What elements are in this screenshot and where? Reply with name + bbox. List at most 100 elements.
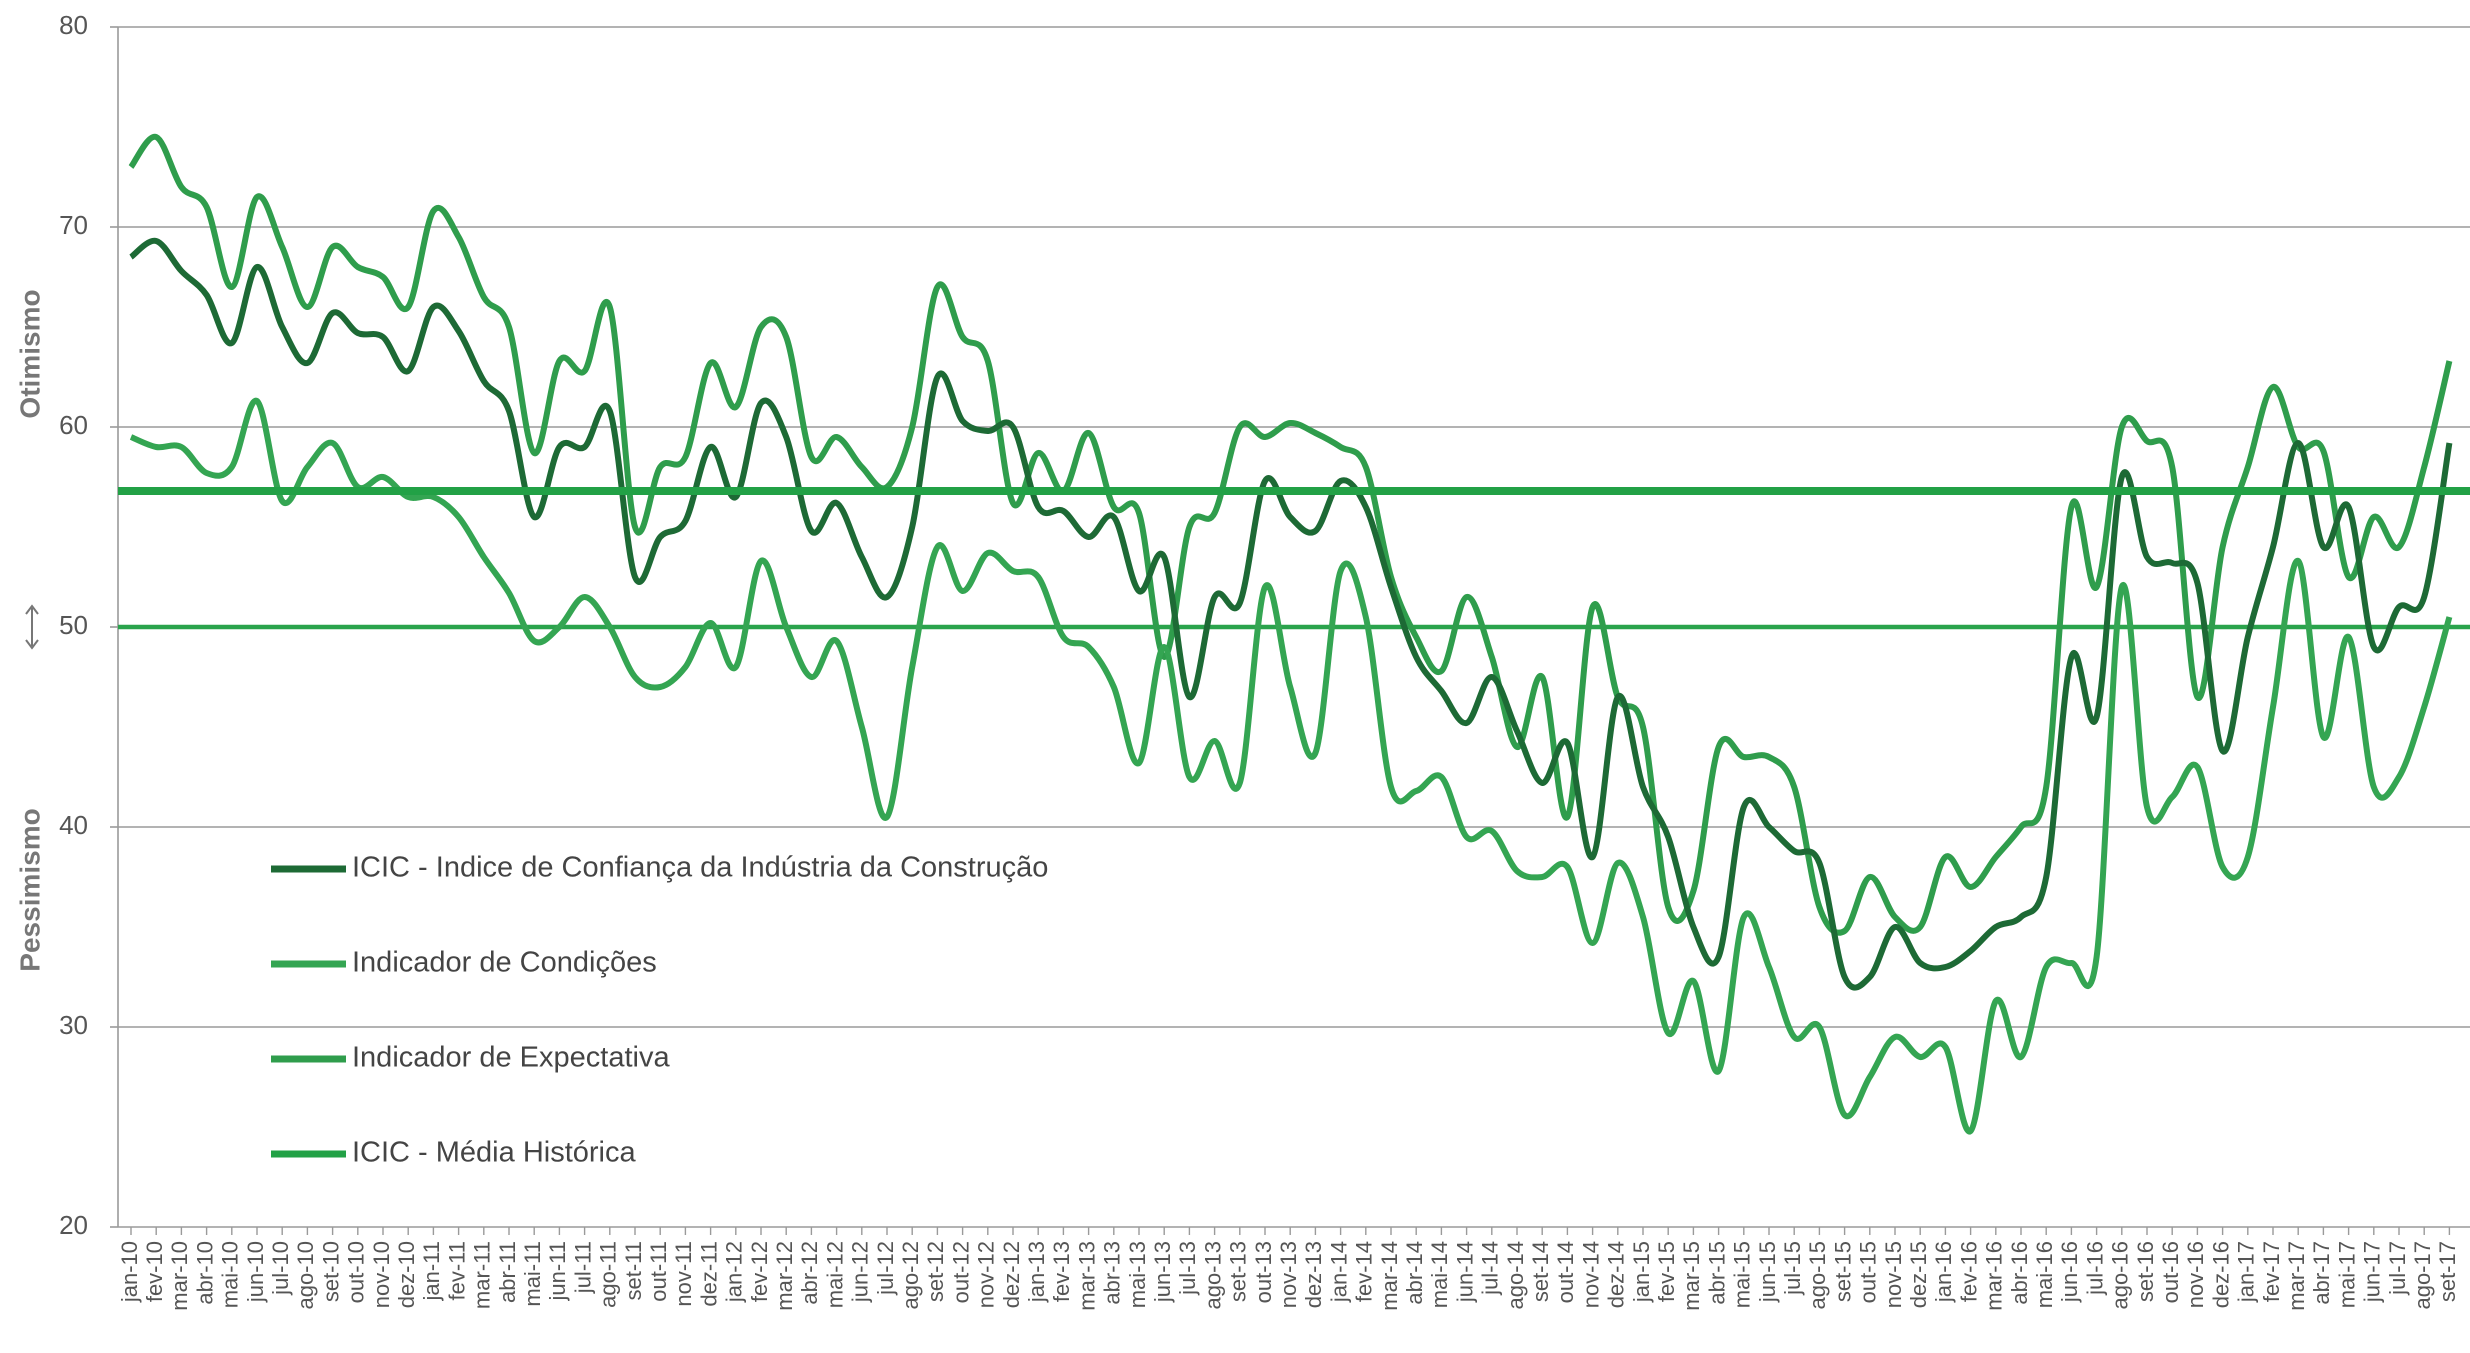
x-tick-label: fev-17 xyxy=(2259,1241,2284,1302)
series-line xyxy=(129,237,2453,991)
x-tick-label: out-10 xyxy=(344,1241,369,1303)
x-tick-label: fev-12 xyxy=(747,1241,772,1302)
x-tick-label: jun-15 xyxy=(1755,1241,1780,1303)
x-tick-label: jul-13 xyxy=(1175,1241,1200,1296)
x-tick-label: fev-15 xyxy=(1654,1241,1679,1302)
x-tick-label: fev-16 xyxy=(1956,1241,1981,1302)
x-tick-label: mar-10 xyxy=(167,1241,192,1311)
x-tick-label: jan-14 xyxy=(1326,1241,1351,1303)
x-tick-label: jul-11 xyxy=(570,1241,595,1294)
x-tick-label: jan-15 xyxy=(1629,1241,1654,1303)
x-tick-label: mai-11 xyxy=(520,1241,545,1307)
x-tick-label: out-12 xyxy=(948,1241,973,1303)
x-tick-label: mai-12 xyxy=(822,1241,847,1308)
x-tick-label: jun-11 xyxy=(545,1241,570,1302)
x-tick-label: nov-10 xyxy=(369,1241,394,1308)
x-tick-label: jul-12 xyxy=(873,1241,898,1296)
x-tick-label: jun-16 xyxy=(2057,1241,2082,1303)
y-axis-label-bottom: Pessimismo xyxy=(14,808,45,971)
x-tick-label: jan-10 xyxy=(117,1241,142,1303)
x-tick-label: jan-17 xyxy=(2234,1241,2259,1303)
x-tick-label: jun-14 xyxy=(1452,1241,1477,1303)
x-tick-label: jul-10 xyxy=(268,1241,293,1296)
x-tick-label: mar-12 xyxy=(772,1241,797,1311)
x-tick-label: mai-13 xyxy=(1125,1241,1150,1308)
x-tick-label: mar-16 xyxy=(1982,1241,2007,1311)
x-tick-label: jun-10 xyxy=(243,1241,268,1303)
x-tick-label: set-10 xyxy=(318,1241,343,1302)
neutral-arrow xyxy=(25,604,39,650)
x-tick-label: mar-17 xyxy=(2284,1241,2309,1311)
y-tick-label: 70 xyxy=(59,210,88,240)
x-tick-label: nov-14 xyxy=(1578,1241,1603,1308)
x-tick-label: nov-11 xyxy=(671,1241,696,1307)
x-tick-label: ago-13 xyxy=(1200,1241,1225,1310)
x-tick-label: ago-14 xyxy=(1503,1241,1528,1310)
x-tick-label: out-16 xyxy=(2158,1241,2183,1303)
x-tick-label: set-17 xyxy=(2435,1241,2460,1302)
x-tick-label: mar-14 xyxy=(1377,1241,1402,1311)
x-tick-label: nov-12 xyxy=(974,1241,999,1308)
x-tick-label: ago-15 xyxy=(1805,1241,1830,1310)
x-tick-label: nov-16 xyxy=(2183,1241,2208,1308)
x-tick-label: mai-17 xyxy=(2334,1241,2359,1308)
x-tick-label: jun-17 xyxy=(2360,1241,2385,1303)
x-tick-label: mai-15 xyxy=(1730,1241,1755,1308)
x-tick-label: set-15 xyxy=(1830,1241,1855,1302)
y-tick-label: 40 xyxy=(59,810,88,840)
y-tick-label: 50 xyxy=(59,610,88,640)
x-tick-label: jul-15 xyxy=(1780,1241,1805,1296)
x-tick-label: dez-10 xyxy=(394,1241,419,1308)
legend-label: ICIC - Média Histórica xyxy=(352,1137,636,1169)
x-tick-label: ago-17 xyxy=(2410,1241,2435,1310)
x-tick-label: dez-11 xyxy=(696,1241,721,1307)
x-tick-label: set-16 xyxy=(2133,1241,2158,1302)
x-tick-label: fev-10 xyxy=(142,1241,167,1302)
x-tick-label: jun-12 xyxy=(848,1241,873,1303)
legend-label: ICIC - Indice de Confiança da Indústria … xyxy=(352,852,1048,884)
x-tick-label: dez-15 xyxy=(1906,1241,1931,1308)
y-tick-label: 80 xyxy=(59,10,88,40)
x-tick-label: fev-13 xyxy=(1049,1241,1074,1302)
x-tick-label: jan-16 xyxy=(1931,1241,1956,1303)
x-tick-label: nov-13 xyxy=(1276,1241,1301,1308)
series-line xyxy=(129,397,2453,1135)
x-tick-label: ago-10 xyxy=(293,1241,318,1310)
x-tick-label: jul-14 xyxy=(1478,1241,1503,1296)
y-tick-label: 60 xyxy=(59,410,88,440)
x-tick-label: jan-12 xyxy=(722,1241,747,1303)
x-tick-label: abr-17 xyxy=(2309,1241,2334,1305)
x-tick-label: ago-16 xyxy=(2108,1241,2133,1310)
x-tick-label: mai-10 xyxy=(218,1241,243,1308)
x-tick-label: abr-12 xyxy=(797,1241,822,1305)
x-tick-label: abr-10 xyxy=(192,1241,217,1305)
x-tick-label: dez-13 xyxy=(1301,1241,1326,1308)
x-tick-label: ago-12 xyxy=(898,1241,923,1310)
x-tick-label: abr-11 xyxy=(495,1241,520,1303)
x-tick-label: jan-13 xyxy=(1024,1241,1049,1303)
x-tick-label: jul-17 xyxy=(2385,1241,2410,1296)
x-tick-label: abr-15 xyxy=(1704,1241,1729,1305)
x-tick-label: out-11 xyxy=(646,1241,671,1302)
x-tick-label: dez-14 xyxy=(1604,1241,1629,1308)
legend-label: Indicador de Expectativa xyxy=(352,1042,670,1074)
x-tick-label: set-13 xyxy=(1226,1241,1251,1302)
x-tick-label: dez-16 xyxy=(2208,1241,2233,1308)
x-tick-label: dez-12 xyxy=(999,1241,1024,1308)
x-tick-label: ago-11 xyxy=(596,1241,621,1308)
x-tick-label: out-15 xyxy=(1856,1241,1881,1303)
x-tick-label: nov-15 xyxy=(1881,1241,1906,1308)
y-tick-label: 20 xyxy=(59,1210,88,1240)
x-tick-label: out-14 xyxy=(1553,1241,1578,1303)
x-tick-label: mai-16 xyxy=(2032,1241,2057,1308)
x-tick-label: mar-15 xyxy=(1679,1241,1704,1311)
x-tick-label: jul-16 xyxy=(2082,1241,2107,1296)
x-tick-label: mar-13 xyxy=(1074,1241,1099,1311)
x-tick-label: abr-14 xyxy=(1402,1241,1427,1305)
x-tick-label: set-11 xyxy=(621,1241,646,1301)
x-tick-label: out-13 xyxy=(1251,1241,1276,1303)
legend-label: Indicador de Condições xyxy=(352,947,657,979)
x-tick-label: abr-16 xyxy=(2007,1241,2032,1305)
series-line xyxy=(128,133,2453,936)
